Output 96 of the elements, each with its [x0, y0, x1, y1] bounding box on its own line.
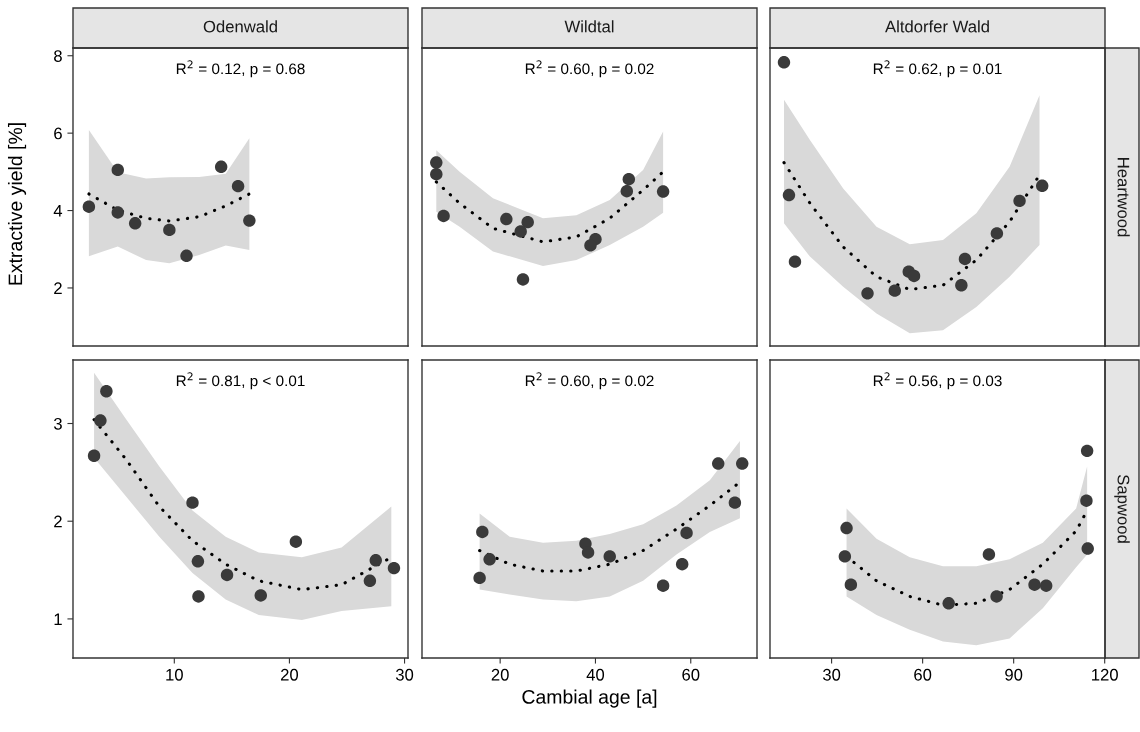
- chart-title: Wildtal: [564, 20, 614, 33]
- point: [907, 269, 921, 283]
- point: [430, 167, 443, 181]
- point: [254, 589, 267, 602]
- point: [656, 579, 670, 592]
- point: [982, 548, 996, 561]
- point: [243, 214, 256, 227]
- point: [214, 160, 228, 174]
- annotation: R$^{2}$ = 0.62, p = 0.01: [873, 60, 1002, 78]
- x-axis-title: Cambial age [a]: [522, 689, 657, 708]
- point: [111, 206, 124, 219]
- point: [192, 590, 205, 603]
- point: [220, 568, 234, 582]
- point: [958, 252, 972, 266]
- point: [838, 550, 852, 563]
- chart-title: Altdorfer Wald: [885, 20, 989, 33]
- point: [430, 156, 443, 169]
- point: [163, 223, 176, 237]
- point: [844, 578, 858, 591]
- point: [473, 571, 486, 585]
- point: [387, 561, 401, 575]
- line-series: [87, 192, 251, 223]
- annotation: R$^{2}$ = 0.81, p < 0.01: [176, 372, 305, 390]
- point: [990, 590, 1003, 603]
- point: [476, 525, 489, 539]
- x-tick-label: 20: [491, 668, 509, 681]
- y-axis-title: Extractive yield [%]: [7, 123, 27, 285]
- point: [180, 249, 193, 263]
- y-tick-label: 6: [54, 127, 62, 140]
- annotation: R$^{2}$ = 0.60, p = 0.02: [525, 372, 654, 390]
- point: [584, 239, 597, 252]
- y2-axis-title: Heartwood: [1117, 158, 1130, 237]
- x-tick-label: 120: [1092, 668, 1118, 681]
- point: [1039, 579, 1053, 592]
- point: [955, 279, 968, 292]
- x-tick-label: 40: [586, 668, 605, 681]
- x-tick-label: 60: [914, 668, 932, 681]
- point: [521, 215, 534, 229]
- point: [840, 521, 853, 535]
- y2-axis-title: Sapwood: [1114, 475, 1130, 543]
- point: [712, 457, 725, 470]
- point: [1036, 179, 1049, 192]
- point: [888, 284, 901, 297]
- point: [1013, 194, 1026, 208]
- point: [94, 414, 107, 427]
- y-tick-label: 2: [54, 515, 62, 528]
- point: [788, 255, 802, 268]
- point: [87, 449, 101, 462]
- point: [82, 200, 96, 213]
- point: [483, 553, 496, 566]
- point: [437, 209, 450, 223]
- point: [231, 179, 245, 193]
- point: [1081, 542, 1094, 555]
- point: [736, 457, 749, 470]
- annotation: R$^{2}$ = 0.60, p = 0.02: [525, 60, 654, 78]
- point: [620, 184, 634, 198]
- point: [675, 557, 689, 571]
- point: [581, 546, 595, 559]
- annotation: R$^{2}$ = 0.12, p = 0.68: [176, 60, 305, 78]
- chart-title: Odenwald: [203, 20, 277, 33]
- point: [861, 287, 874, 300]
- y-tick-label: 1: [54, 613, 62, 625]
- x-tick-label: 60: [682, 668, 700, 681]
- point: [777, 56, 791, 69]
- point: [191, 555, 205, 568]
- point: [516, 273, 530, 286]
- point: [128, 217, 142, 230]
- y-tick-label: 4: [53, 205, 63, 217]
- x-tick-label: 30: [822, 668, 841, 681]
- point: [1028, 578, 1041, 591]
- point: [500, 212, 513, 226]
- point: [603, 550, 616, 563]
- point: [622, 172, 636, 186]
- x-tick-label: 30: [395, 668, 414, 681]
- annotation: R$^{2}$ = 0.56, p = 0.03: [873, 372, 1002, 390]
- point: [728, 496, 742, 509]
- point: [942, 597, 955, 610]
- x-tick-label: 90: [1005, 668, 1023, 681]
- point: [289, 535, 303, 548]
- point: [1080, 494, 1093, 507]
- point: [100, 385, 113, 398]
- point: [514, 225, 527, 238]
- y-tick-label: 2: [54, 282, 62, 294]
- point: [656, 185, 670, 198]
- point: [111, 163, 124, 177]
- y-tick-label: 3: [53, 417, 62, 430]
- point: [1080, 444, 1094, 458]
- point: [782, 188, 796, 202]
- point: [369, 554, 382, 567]
- y-tick-label: 8: [54, 50, 62, 62]
- x-tick-label: 20: [281, 668, 299, 681]
- point: [990, 227, 1004, 240]
- point: [680, 526, 693, 540]
- point: [363, 574, 377, 588]
- point: [186, 496, 199, 509]
- x-tick-label: 10: [166, 668, 183, 681]
